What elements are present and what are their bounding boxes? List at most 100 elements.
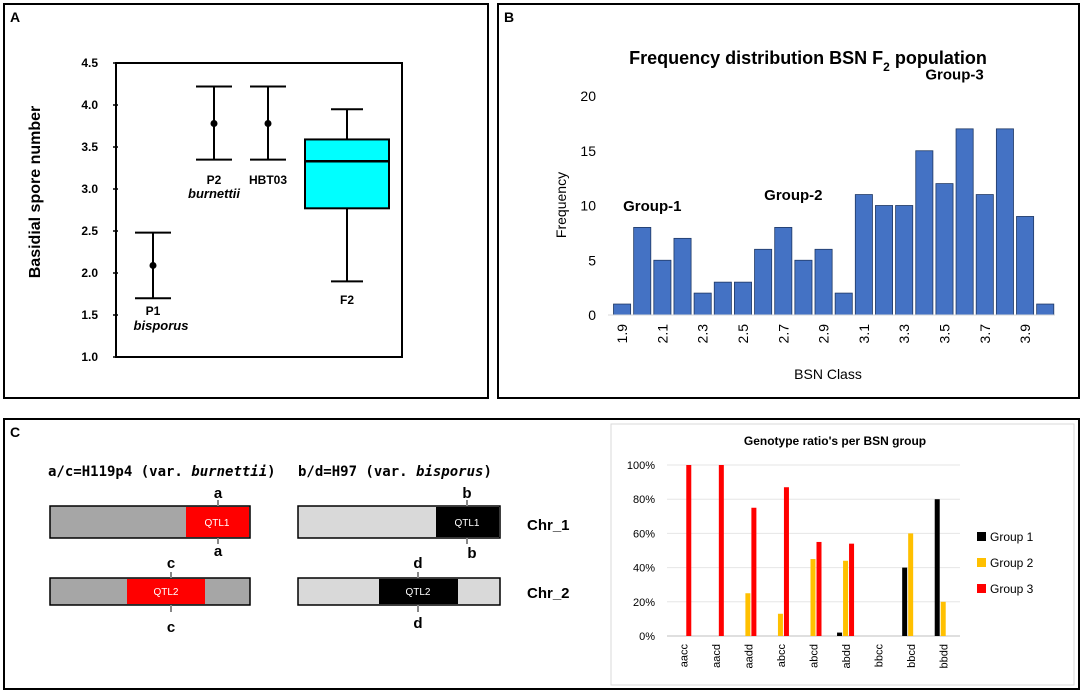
a-y-tick-label: 4.5 [81, 56, 98, 70]
c-y-tick-label: 80% [633, 494, 655, 506]
c-bar [810, 559, 816, 636]
a-y-tick-label: 3.5 [81, 140, 98, 154]
panel-b-title: Frequency distribution BSN F2 population [629, 48, 987, 74]
b-x-tick-label: 2.5 [735, 324, 751, 344]
b-bar [613, 303, 632, 316]
b-group-annotation: Group-3 [925, 67, 983, 84]
b-group-annotation: Group-1 [623, 198, 681, 215]
a-y-tick-label: 1.0 [81, 350, 98, 364]
chromosome-diagram: a/c=H119p4 (var. burnettii) b/d=H97 (var… [48, 464, 570, 636]
c-x-tick-label: abdd [841, 644, 853, 668]
panel-c-letter: C [10, 424, 20, 440]
panel-b-letter: B [504, 9, 514, 25]
c-x-tick-label: aacc [678, 644, 690, 668]
a-group-label: P2 [207, 173, 222, 187]
c-bar [940, 601, 946, 636]
a-group-label: F2 [340, 293, 354, 307]
a-y-tick-label: 2.0 [81, 266, 98, 280]
b-bar [653, 259, 672, 316]
a-group-species-label: bisporus [134, 318, 189, 333]
chr2-bisporus-qtl2 [379, 579, 458, 604]
c-y-tick-label: 20% [633, 597, 655, 609]
b-x-tick-label: 2.9 [816, 324, 832, 344]
c-bar [934, 499, 940, 636]
b-y-tick-label: 15 [580, 143, 596, 159]
b-group-annotation: Group-2 [764, 187, 822, 204]
b-bar [633, 226, 652, 316]
c-bar [908, 533, 914, 636]
b-bar [693, 292, 712, 316]
b-bar [935, 183, 954, 316]
c-x-tick-label: bbcd [906, 644, 918, 668]
c-bar [843, 560, 849, 636]
panel-b-y-axis-label: Frequency [553, 172, 569, 238]
c-bar [816, 541, 822, 636]
b-y-tick-label: 10 [580, 198, 596, 214]
a-mean-point [210, 119, 218, 127]
c-y-tick-label: 100% [627, 460, 655, 472]
c-legend-label: Group 2 [990, 556, 1034, 570]
c-x-tick-label: abcd [809, 644, 821, 668]
c-bar [718, 465, 724, 636]
c-x-tick-label: bbdd [939, 644, 951, 668]
a-y-tick-label: 1.5 [81, 308, 98, 322]
b-bar [895, 205, 914, 316]
b-bar [713, 281, 732, 316]
c-bar [783, 487, 789, 636]
panel-a-plot-frame [115, 62, 403, 358]
c-x-tick-label: abcc [776, 644, 788, 668]
c-bar [902, 567, 908, 636]
a-group-label: HBT03 [249, 173, 287, 187]
parent-left-title: a/c=H119p4 (var. burnettii) [48, 464, 276, 480]
b-x-tick-label: 3.1 [856, 324, 872, 344]
panel-a-frame [3, 3, 489, 399]
chr1-burnettii-qtl1 [186, 507, 249, 537]
c-legend-label: Group 3 [990, 582, 1034, 596]
allele-a-bottom: a [214, 543, 223, 560]
c-bar [686, 465, 692, 636]
a-y-tick-label: 3.0 [81, 182, 98, 196]
panel-a-letter: A [10, 9, 20, 25]
a-group-species-label: burnettii [188, 186, 240, 201]
b-y-tick-label: 20 [580, 88, 596, 104]
c-bar [777, 613, 783, 636]
b-bar [794, 259, 813, 316]
b-bar [854, 194, 873, 316]
b-x-tick-label: 2.1 [654, 324, 670, 344]
chr1-burnettii-qtl1-label: QTL1 [204, 518, 229, 529]
allele-a-top: a [214, 485, 223, 502]
c-x-tick-label: aacd [711, 644, 723, 668]
panel-a-chart: Basidial spore number 1.0 1.5 2.0 2.5 3.0 3.5… [27, 56, 403, 364]
a-y-tick-label: 2.5 [81, 224, 98, 238]
c-legend-swatch [977, 532, 986, 541]
c-bar [745, 593, 751, 636]
b-x-tick-label: 1.9 [614, 324, 630, 344]
chr1-bisporus-qtl1 [436, 507, 499, 537]
panel-a-y-axis-label: Basidial spore number [27, 106, 44, 279]
b-bar [814, 248, 833, 316]
allele-b-bottom: b [467, 545, 476, 562]
c-legend-swatch [977, 558, 986, 567]
b-bar [915, 150, 934, 316]
a-mean-point [264, 119, 272, 127]
c-bar [849, 543, 855, 636]
b-bar [875, 205, 894, 316]
b-x-tick-label: 2.3 [695, 324, 711, 344]
c-bar [751, 507, 757, 636]
a-y-tick-label: 4.0 [81, 98, 98, 112]
b-y-tick-label: 0 [588, 307, 596, 323]
b-bar [834, 292, 853, 316]
panel-b-frame [497, 3, 1080, 399]
b-bar [734, 281, 752, 316]
chr2-burnettii-qtl2-label: QTL2 [153, 587, 178, 598]
c-y-tick-label: 0% [639, 631, 655, 643]
chr1-label: Chr_1 [527, 517, 570, 534]
c-legend-label: Group 1 [990, 530, 1034, 544]
b-x-tick-label: 2.7 [775, 324, 791, 344]
allele-d-top: d [413, 555, 422, 572]
allele-b-top: b [462, 485, 471, 502]
b-bar [673, 237, 692, 316]
panel-b-x-axis-label: BSN Class [794, 366, 862, 382]
chr2-burnettii-qtl2 [127, 579, 205, 604]
panel-c-frame [3, 418, 1080, 690]
